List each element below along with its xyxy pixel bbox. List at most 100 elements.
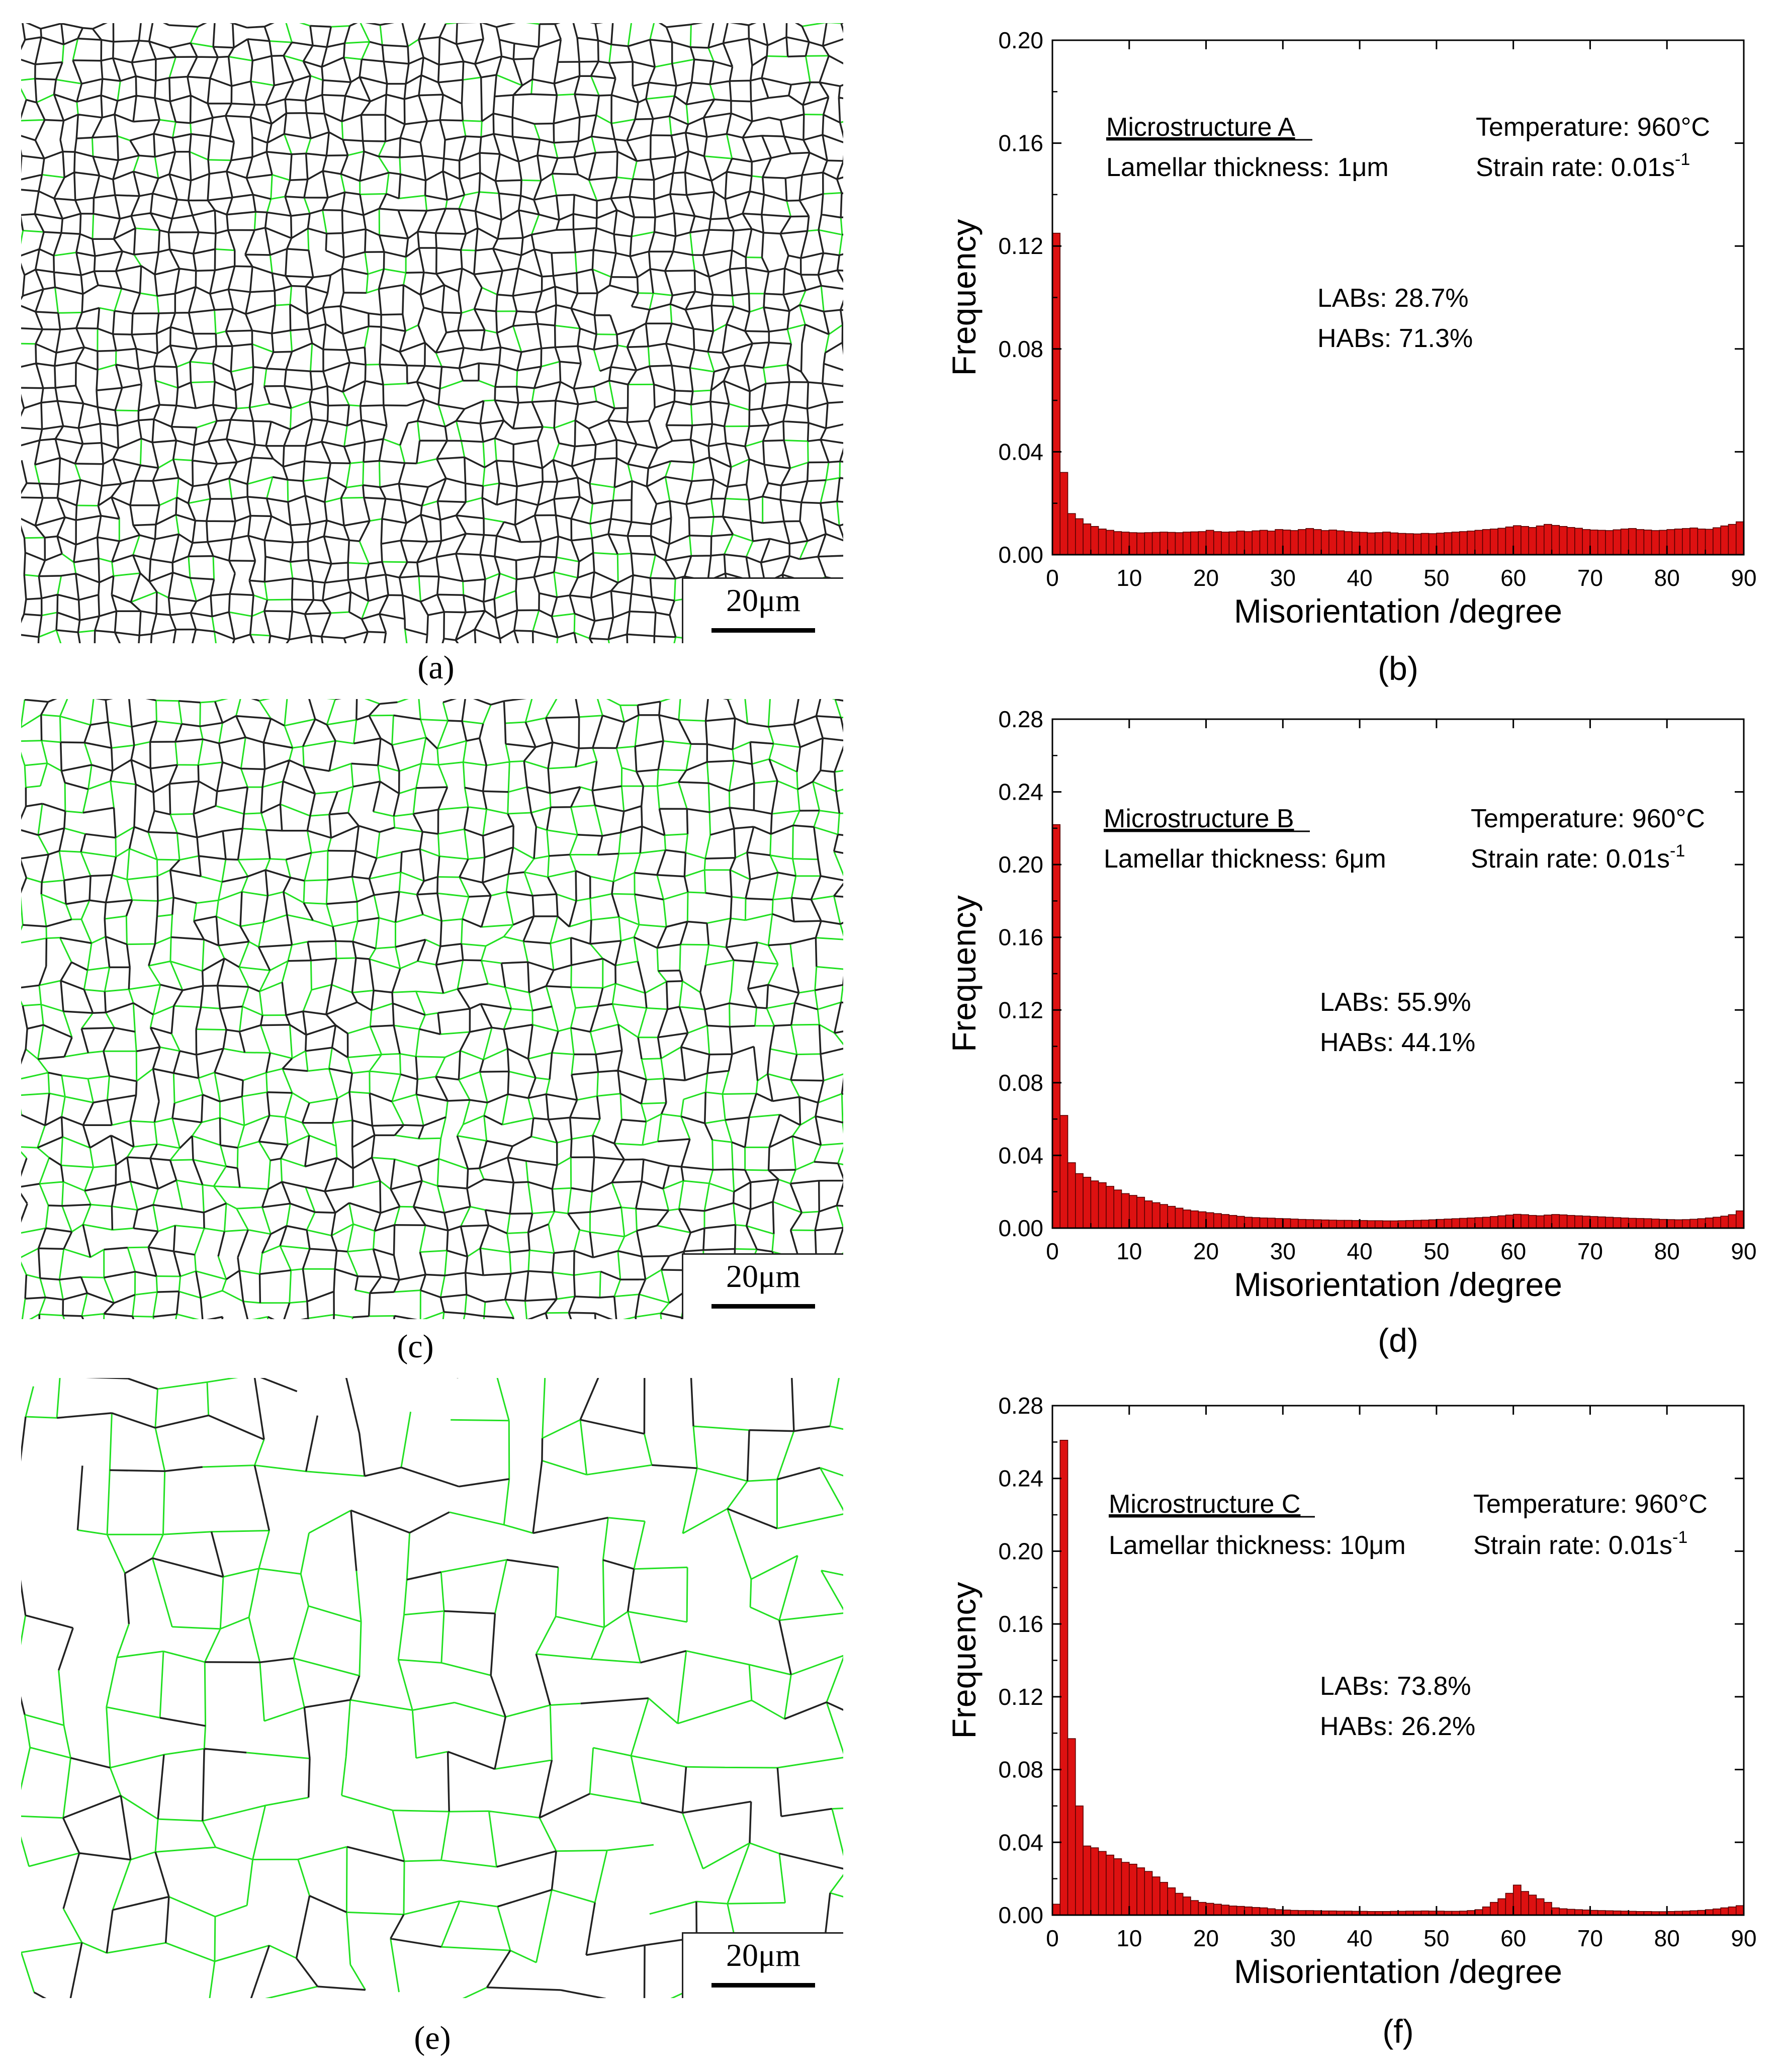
bar bbox=[1559, 1908, 1568, 1916]
bar bbox=[1436, 1219, 1445, 1229]
bar bbox=[1521, 526, 1529, 555]
bar bbox=[1328, 530, 1337, 555]
bar bbox=[1651, 1219, 1660, 1229]
bar bbox=[1374, 1220, 1383, 1229]
bar bbox=[1359, 1220, 1368, 1229]
bar bbox=[1328, 1220, 1337, 1229]
ebsd-map-e: 20μm bbox=[21, 1378, 843, 1998]
bar bbox=[1344, 531, 1353, 555]
bar bbox=[1159, 1882, 1168, 1916]
bar bbox=[1228, 1215, 1237, 1229]
bar bbox=[1113, 531, 1122, 555]
y-tick-label: 0.24 bbox=[998, 1465, 1043, 1492]
bar bbox=[1151, 532, 1161, 555]
bar bbox=[1536, 1215, 1545, 1229]
bar bbox=[1666, 1219, 1675, 1229]
bar bbox=[1136, 532, 1145, 555]
bar bbox=[1382, 1220, 1391, 1229]
panel-label-c: (c) bbox=[397, 1328, 434, 1365]
x-tick-label: 0 bbox=[1046, 565, 1059, 591]
bar bbox=[1728, 1214, 1737, 1229]
bar bbox=[1566, 1215, 1575, 1229]
bar bbox=[1244, 1217, 1253, 1229]
bar bbox=[1344, 1220, 1353, 1229]
x-tick-label: 70 bbox=[1577, 1925, 1603, 1951]
bar bbox=[1559, 1214, 1568, 1229]
scale-bar: 20μm bbox=[682, 1253, 843, 1319]
bar bbox=[1205, 530, 1214, 555]
misorientation-histogram-d: 0 10 20 30 40 50 60 70 80 90 0.00 0.04 0.08 0.12 0.16 0… bbox=[945, 706, 1757, 1359]
x-axis-label: Misorientation /degree bbox=[1234, 1266, 1562, 1303]
bar bbox=[1505, 1215, 1514, 1229]
y-axis-label: Frequency bbox=[945, 895, 983, 1052]
bar bbox=[1490, 1216, 1498, 1229]
lamellar-thickness-label: Lamellar thickness: 10μm bbox=[1109, 1531, 1406, 1560]
bar bbox=[1589, 530, 1598, 555]
bar bbox=[1129, 1195, 1137, 1229]
y-tick-label: 0.16 bbox=[998, 130, 1043, 156]
y-tick-label: 0.12 bbox=[998, 1684, 1043, 1710]
bar bbox=[1282, 1910, 1291, 1916]
lamellar-thickness-label: Lamellar thickness: 1μm bbox=[1106, 153, 1389, 182]
low-angle-boundaries bbox=[21, 23, 843, 643]
bar bbox=[1713, 1908, 1721, 1916]
bar bbox=[1659, 530, 1667, 555]
bar bbox=[1459, 531, 1468, 555]
bar bbox=[1075, 1173, 1084, 1229]
bar bbox=[1474, 1909, 1483, 1916]
bar bbox=[1320, 530, 1329, 555]
y-tick-label: 0.04 bbox=[998, 439, 1043, 465]
bar bbox=[1228, 1906, 1237, 1916]
y-axis-label: Frequency bbox=[945, 219, 983, 376]
bar bbox=[1397, 1220, 1406, 1229]
bar bbox=[1121, 1862, 1130, 1916]
bar bbox=[1067, 1738, 1076, 1916]
panel-label-a: (a) bbox=[417, 649, 455, 686]
x-tick-label: 30 bbox=[1270, 1238, 1296, 1264]
scale-bar-label: 20μm bbox=[726, 1937, 801, 1973]
bar bbox=[1244, 531, 1253, 555]
bar bbox=[1582, 1216, 1591, 1229]
bar bbox=[1113, 1858, 1122, 1916]
grain-boundary-network bbox=[21, 1378, 843, 1998]
bar bbox=[1651, 530, 1660, 555]
bar bbox=[1075, 1805, 1084, 1916]
bar bbox=[1705, 1218, 1714, 1229]
x-tick-label: 40 bbox=[1347, 1925, 1373, 1951]
bar bbox=[1682, 1219, 1690, 1229]
bar bbox=[1551, 1907, 1560, 1916]
bar bbox=[1705, 529, 1714, 555]
bar bbox=[1451, 1218, 1460, 1229]
bar bbox=[1467, 531, 1476, 555]
x-tick-label: 50 bbox=[1423, 1238, 1449, 1264]
bar bbox=[1405, 1220, 1414, 1229]
panel-label: (f) bbox=[1382, 2013, 1413, 2050]
bar bbox=[1136, 1196, 1145, 1229]
y-axis-label: Frequency bbox=[945, 1582, 983, 1739]
bar bbox=[1159, 532, 1168, 555]
bar bbox=[1059, 472, 1068, 555]
bar bbox=[1106, 1854, 1114, 1916]
habs-label: HABs: 44.1% bbox=[1320, 1028, 1475, 1057]
habs-label: HABs: 71.3% bbox=[1317, 324, 1473, 353]
bar bbox=[1236, 1216, 1245, 1229]
bar bbox=[1236, 1906, 1245, 1916]
y-tick-label: 0.08 bbox=[998, 1070, 1043, 1096]
x-tick-label: 10 bbox=[1116, 1238, 1142, 1264]
bar bbox=[1574, 528, 1583, 555]
y-tick-label: 0.20 bbox=[998, 27, 1043, 53]
high-angle-boundaries bbox=[21, 23, 843, 643]
bar bbox=[1436, 533, 1445, 555]
bar bbox=[1252, 1907, 1261, 1916]
bar bbox=[1083, 1845, 1092, 1916]
bar bbox=[1420, 533, 1430, 555]
bar bbox=[1467, 1218, 1476, 1229]
bar bbox=[1213, 531, 1222, 555]
bar bbox=[1544, 1902, 1552, 1916]
bar bbox=[1336, 1220, 1345, 1229]
bar bbox=[1574, 1909, 1583, 1916]
plot-frame bbox=[1051, 718, 1745, 1229]
bar bbox=[1528, 1215, 1537, 1229]
bar bbox=[1320, 1219, 1329, 1229]
bar bbox=[1352, 1220, 1360, 1229]
